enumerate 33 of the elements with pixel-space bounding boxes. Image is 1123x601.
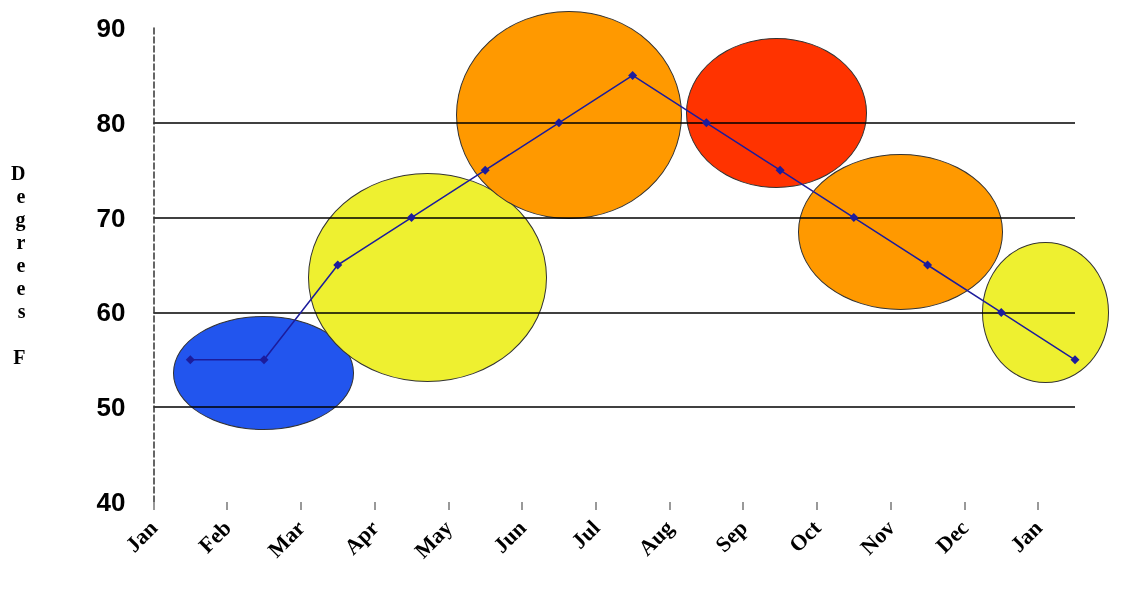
- point: [554, 118, 564, 128]
- point: [923, 260, 933, 270]
- text: Degrees F: [10, 162, 26, 368]
- x-tick-label: May: [409, 515, 458, 564]
- point: [406, 213, 416, 223]
- x-tick-label: Aug: [633, 515, 679, 561]
- x-tick-label: Apr: [339, 515, 384, 560]
- point: [628, 70, 638, 80]
- x-tick-label: Jul: [566, 515, 605, 554]
- y-tick-label: 40: [96, 487, 126, 517]
- x-tick-label: Feb: [193, 515, 237, 558]
- point: [185, 355, 195, 365]
- point: [849, 213, 859, 223]
- x-tick-label: Mar: [262, 514, 310, 563]
- point: [996, 307, 1006, 317]
- y-tick-label: 80: [96, 107, 126, 138]
- y-tick-label: 60: [96, 297, 126, 328]
- point: [1070, 355, 1080, 365]
- y-tick-label: 90: [96, 13, 126, 43]
- point: [333, 260, 343, 270]
- point: [259, 355, 269, 365]
- point: [480, 165, 490, 175]
- x-tick-label: Dec: [930, 515, 974, 558]
- x-tick-label: Jan: [1005, 515, 1047, 558]
- x-tick-label: Oct: [783, 514, 827, 558]
- x-tick-label: Jun: [488, 515, 531, 558]
- y-tick-label: 70: [96, 202, 126, 233]
- y-tick-label: 50: [96, 392, 126, 423]
- point: [701, 118, 711, 128]
- x-tick-label: Jan: [120, 515, 163, 558]
- x-tick-label: Sep: [710, 515, 753, 558]
- point: [775, 165, 785, 175]
- x-tick-label: Nov: [855, 515, 900, 560]
